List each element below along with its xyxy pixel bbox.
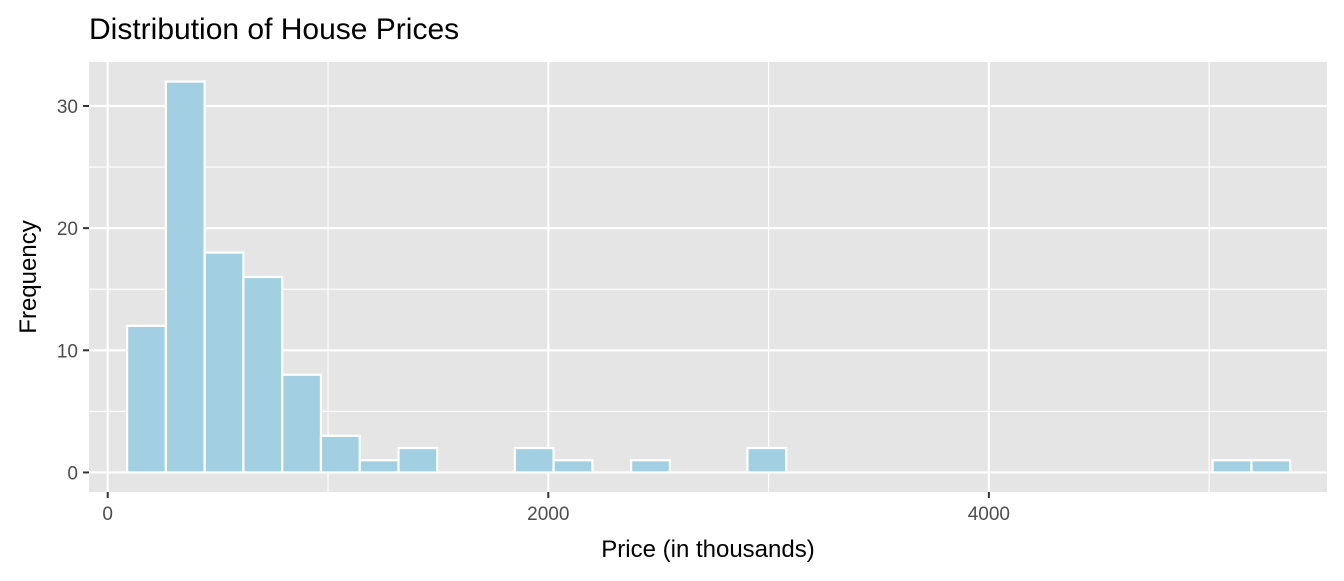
histogram-bar — [164, 80, 206, 474]
gridlines — [89, 62, 1327, 492]
histogram-bar — [319, 434, 361, 474]
histogram-bar — [1250, 459, 1292, 474]
histogram-bar — [281, 373, 323, 474]
chart-title: Distribution of House Prices — [89, 13, 459, 46]
histogram-bar — [242, 275, 284, 474]
x-tick-label: 0 — [102, 504, 113, 525]
histogram-bar — [1211, 459, 1253, 474]
histogram-bar — [126, 324, 167, 474]
histogram-bar — [630, 459, 671, 474]
y-tick-label: 30 — [57, 97, 78, 118]
histogram-bar — [203, 251, 245, 474]
x-tick-label: 2000 — [527, 504, 569, 525]
x-tick-label: 4000 — [968, 504, 1010, 525]
histogram-bar — [552, 459, 594, 474]
axes: 0 10 20 30 0 2000 4000 — [57, 97, 1010, 525]
x-axis-title: Price (in thousands) — [601, 536, 814, 563]
histogram-bar — [358, 459, 400, 474]
y-axis-title: Frequency — [15, 220, 42, 333]
histogram-bar — [746, 446, 788, 474]
histogram-bar — [397, 446, 439, 474]
y-tick-label: 0 — [67, 463, 78, 484]
y-tick-label: 10 — [57, 341, 78, 362]
histogram-bars — [126, 80, 1292, 474]
histogram-bar — [513, 446, 555, 474]
y-tick-label: 20 — [57, 219, 78, 240]
